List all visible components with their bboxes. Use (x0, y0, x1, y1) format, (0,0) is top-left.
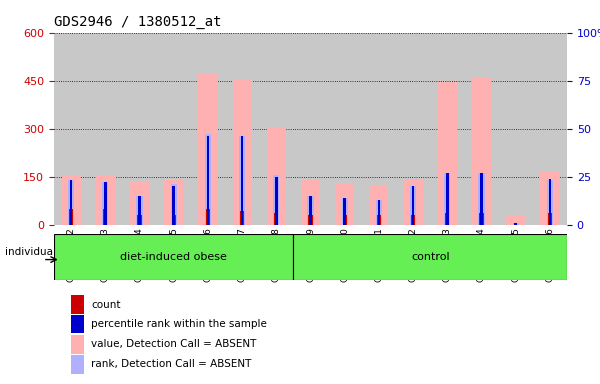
Bar (102, 182, 109, 225)
Bar (411, 215, 415, 225)
Bar (88, 33, 122, 225)
Bar (445, 213, 449, 225)
Bar (293, 33, 328, 225)
Bar (309, 196, 312, 225)
Bar (341, 198, 348, 225)
Bar (225, 33, 259, 225)
Text: diet-induced obese: diet-induced obese (120, 252, 227, 262)
Bar (164, 179, 183, 225)
Bar (122, 33, 157, 225)
Bar (301, 180, 320, 225)
Bar (239, 136, 245, 225)
Bar (70, 180, 73, 225)
Bar (328, 33, 362, 225)
Bar (506, 215, 525, 225)
Bar (267, 128, 286, 225)
Bar (533, 33, 567, 225)
Bar (274, 213, 278, 225)
Bar (136, 196, 143, 225)
Text: individual: individual (5, 247, 56, 257)
Bar (96, 176, 115, 225)
Text: control: control (411, 252, 449, 262)
Bar (172, 215, 176, 225)
Bar (444, 173, 451, 225)
Bar (335, 184, 354, 225)
Bar (472, 78, 491, 225)
Bar (480, 173, 483, 225)
Bar (103, 209, 107, 225)
Bar (273, 175, 280, 225)
Bar (259, 33, 293, 225)
Bar (541, 171, 559, 225)
Bar (293, 234, 567, 280)
Bar (137, 215, 142, 225)
Text: value, Detection Call = ABSENT: value, Detection Call = ABSENT (91, 339, 256, 349)
Bar (446, 173, 449, 225)
Bar (464, 33, 499, 225)
Bar (376, 200, 382, 225)
Bar (362, 33, 396, 225)
Bar (548, 179, 551, 225)
Bar (430, 33, 464, 225)
Bar (343, 198, 346, 225)
Bar (233, 80, 251, 225)
Bar (404, 179, 422, 225)
Bar (396, 33, 430, 225)
Bar (377, 200, 380, 225)
Bar (104, 182, 107, 225)
Bar (170, 184, 177, 225)
Bar (68, 180, 74, 225)
Bar (438, 82, 457, 225)
Bar (71, 295, 83, 314)
Bar (377, 215, 381, 225)
Bar (206, 136, 209, 225)
Bar (62, 175, 80, 225)
Bar (410, 186, 416, 225)
Text: rank, Detection Call = ABSENT: rank, Detection Call = ABSENT (91, 359, 251, 369)
Bar (412, 186, 415, 225)
Bar (157, 33, 191, 225)
Bar (479, 213, 484, 225)
Bar (206, 209, 210, 225)
Bar (54, 234, 293, 280)
Bar (478, 173, 485, 225)
Bar (130, 182, 149, 225)
Text: percentile rank within the sample: percentile rank within the sample (91, 319, 267, 329)
Bar (205, 134, 211, 225)
Bar (71, 314, 83, 333)
Bar (499, 33, 533, 225)
Bar (240, 211, 244, 225)
Bar (191, 33, 225, 225)
Bar (548, 213, 552, 225)
Bar (308, 215, 313, 225)
Bar (138, 196, 141, 225)
Bar (514, 223, 517, 225)
Bar (71, 335, 83, 354)
Bar (199, 74, 217, 225)
Bar (512, 223, 519, 225)
Bar (343, 215, 347, 225)
Bar (370, 186, 388, 225)
Bar (71, 355, 83, 374)
Bar (69, 209, 73, 225)
Text: GDS2946 / 1380512_at: GDS2946 / 1380512_at (54, 15, 221, 29)
Bar (275, 177, 278, 225)
Text: count: count (91, 300, 121, 310)
Bar (54, 33, 88, 225)
Bar (241, 136, 244, 225)
Bar (307, 196, 314, 225)
Bar (547, 180, 553, 225)
Bar (172, 186, 175, 225)
